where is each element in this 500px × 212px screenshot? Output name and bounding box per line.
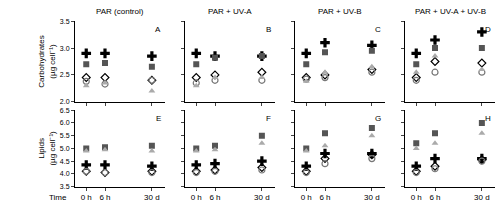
svg-text:6 h: 6 h (319, 193, 330, 202)
svg-text:C: C (375, 25, 381, 34)
svg-text:PAR (control): PAR (control) (96, 7, 144, 16)
svg-text:2.0: 2.0 (60, 98, 70, 105)
svg-text:4.5: 4.5 (60, 158, 70, 165)
svg-text:6.0: 6.0 (60, 119, 70, 126)
svg-text:A: A (155, 25, 161, 34)
svg-text:2.5: 2.5 (60, 71, 70, 78)
svg-text:3.0: 3.0 (60, 45, 70, 52)
svg-text:0 h: 0 h (301, 193, 312, 202)
svg-text:30 d: 30 d (474, 193, 490, 202)
svg-text:E: E (156, 114, 161, 123)
svg-text:6 h: 6 h (99, 193, 110, 202)
svg-text:5.5: 5.5 (60, 132, 70, 139)
svg-text:PAR + UV-A + UV-B: PAR + UV-A + UV-B (415, 7, 486, 16)
svg-text:30 d: 30 d (144, 193, 160, 202)
svg-text:3.5: 3.5 (60, 183, 70, 190)
svg-text:6 h: 6 h (209, 193, 220, 202)
svg-text:4.0: 4.0 (60, 170, 70, 177)
svg-text:30 d: 30 d (254, 193, 270, 202)
svg-text:F: F (266, 114, 271, 123)
svg-text:D: D (485, 25, 491, 34)
svg-text:0 h: 0 h (191, 193, 202, 202)
svg-text:B: B (266, 25, 271, 34)
svg-text:0 h: 0 h (411, 193, 422, 202)
svg-text:Carbohydrates(µg cell⁻¹): Carbohydrates(µg cell⁻¹) (37, 35, 56, 87)
svg-text:6 h: 6 h (429, 193, 440, 202)
svg-text:G: G (375, 114, 381, 123)
svg-text:0 h: 0 h (81, 193, 92, 202)
svg-text:Lipids(µg cell⁻¹): Lipids(µg cell⁻¹) (37, 131, 56, 166)
svg-text:5.0: 5.0 (60, 145, 70, 152)
svg-text:Time: Time (49, 193, 67, 202)
svg-text:PAR + UV-B: PAR + UV-B (318, 7, 362, 16)
svg-text:PAR + UV-A: PAR + UV-A (208, 7, 252, 16)
svg-text:3.5: 3.5 (60, 18, 70, 25)
svg-text:30 d: 30 d (364, 193, 380, 202)
svg-text:H: H (485, 114, 491, 123)
svg-text:6.5: 6.5 (60, 107, 70, 114)
